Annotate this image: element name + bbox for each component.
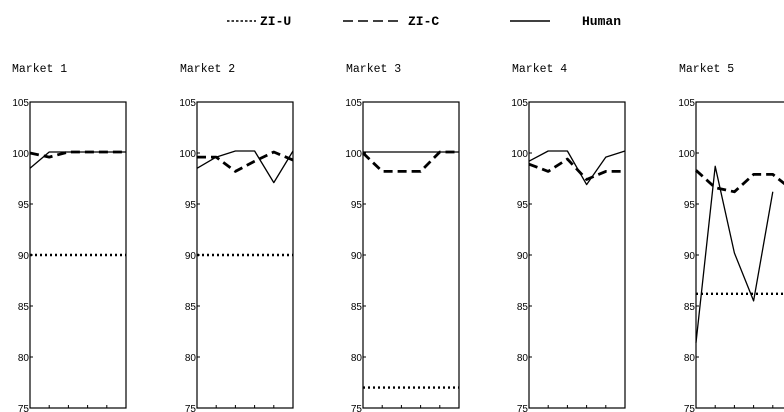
- plot-frame: [695, 101, 784, 409]
- panel-market-1: Market 1 75 80 85 90 95 100 105: [12, 63, 127, 412]
- y-tick-label: 75: [18, 404, 30, 412]
- legend-item-zi-u: ZI-U: [227, 14, 291, 29]
- y-tick-label: 100: [179, 149, 196, 160]
- y-tick-label: 75: [185, 404, 197, 412]
- y-tick-label: 85: [684, 302, 696, 313]
- y-tick-label: 80: [185, 353, 197, 364]
- y-tick-label: 85: [517, 302, 529, 313]
- y-tick-label: 100: [678, 149, 695, 160]
- panel-market-3: Market 3 75 80 85 90 95 100 105: [345, 63, 460, 412]
- y-tick-label: 100: [345, 149, 362, 160]
- y-tick-label: 95: [351, 200, 363, 211]
- y-tick-label: 100: [12, 149, 29, 160]
- panel-title: Market 1: [12, 63, 67, 76]
- legend-label: ZI-U: [260, 14, 291, 29]
- y-tick-label: 85: [351, 302, 363, 313]
- panel-market-2: Market 2 75 80 85 90 95 100 105: [179, 63, 294, 412]
- panel-title: Market 3: [346, 63, 401, 76]
- y-tick-label: 105: [345, 98, 362, 109]
- legend: ZI-U ZI-C Human: [227, 14, 621, 29]
- y-tick-label: 105: [511, 98, 528, 109]
- y-tick-label: 80: [18, 353, 30, 364]
- plot-frame: [528, 101, 626, 409]
- y-tick-label: 85: [18, 302, 30, 313]
- y-tick-label: 105: [678, 98, 695, 109]
- legend-item-human: Human: [510, 14, 621, 29]
- chart-panels: Market 1 75 80 85 90 95 100 105 Market 2 75 80 85 90…: [12, 63, 784, 412]
- y-tick-label: 95: [18, 200, 30, 211]
- y-tick-label: 95: [185, 200, 197, 211]
- panel-title: Market 5: [679, 63, 734, 76]
- panel-title: Market 4: [512, 63, 567, 76]
- series-line-human: [196, 150, 294, 184]
- legend-label: ZI-C: [408, 14, 439, 29]
- panel-market-4: Market 4 75 80 85 90 95 100 105: [511, 63, 626, 412]
- y-tick-label: 75: [351, 404, 363, 412]
- y-tick-label: 95: [684, 200, 696, 211]
- y-tick-label: 85: [185, 302, 197, 313]
- legend-label: Human: [582, 14, 621, 29]
- y-tick-label: 95: [517, 200, 529, 211]
- series-line-human: [29, 151, 126, 169]
- legend-item-zi-c: ZI-C: [343, 14, 439, 29]
- y-tick-label: 75: [684, 404, 696, 412]
- y-tick-label: 90: [351, 251, 363, 262]
- series-line-zi-c: [362, 150, 459, 173]
- y-tick-label: 105: [179, 98, 196, 109]
- panel-title: Market 2: [180, 63, 235, 76]
- series-line-human: [695, 165, 774, 343]
- plot-frame: [362, 101, 460, 409]
- series-line-zi-c: [528, 157, 625, 181]
- y-tick-label: 80: [351, 353, 363, 364]
- y-tick-label: 90: [185, 251, 197, 262]
- series-line-zi-c: [197, 150, 294, 173]
- y-tick-label: 80: [517, 353, 529, 364]
- series-line-zi-c: [695, 169, 784, 194]
- y-tick-label: 105: [12, 98, 29, 109]
- y-tick-label: 90: [517, 251, 529, 262]
- y-tick-label: 75: [517, 404, 529, 412]
- y-tick-label: 90: [684, 251, 696, 262]
- y-tick-label: 80: [684, 353, 696, 364]
- y-tick-label: 100: [511, 149, 528, 160]
- y-tick-label: 90: [18, 251, 30, 262]
- panel-market-5: Market 5 75 80 85 90 95 100 105: [678, 63, 784, 412]
- series-line-human: [528, 150, 626, 186]
